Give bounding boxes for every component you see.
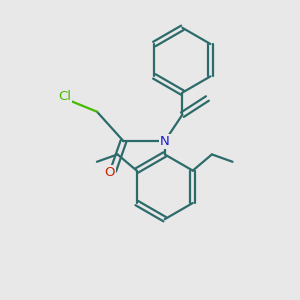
Text: Cl: Cl <box>58 91 71 103</box>
Text: N: N <box>160 135 169 148</box>
Text: O: O <box>104 166 115 178</box>
